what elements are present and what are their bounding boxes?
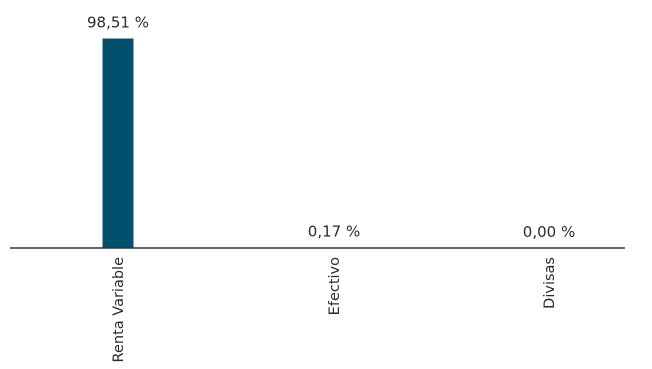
category-labels-group: Renta Variable Efectivo Divisas [111, 257, 558, 363]
bar-0 [102, 38, 134, 248]
value-label-0: 98,51 % [87, 14, 149, 32]
category-label-2: Divisas [542, 257, 558, 309]
category-label-1: Efectivo [327, 257, 343, 315]
value-labels-group: 98,51 % 0,17 % 0,00 % [87, 14, 575, 242]
value-label-1: 0,17 % [308, 223, 360, 241]
value-label-2: 0,00 % [523, 223, 575, 241]
bars-group [102, 38, 350, 248]
category-label-0: Renta Variable [111, 257, 127, 363]
